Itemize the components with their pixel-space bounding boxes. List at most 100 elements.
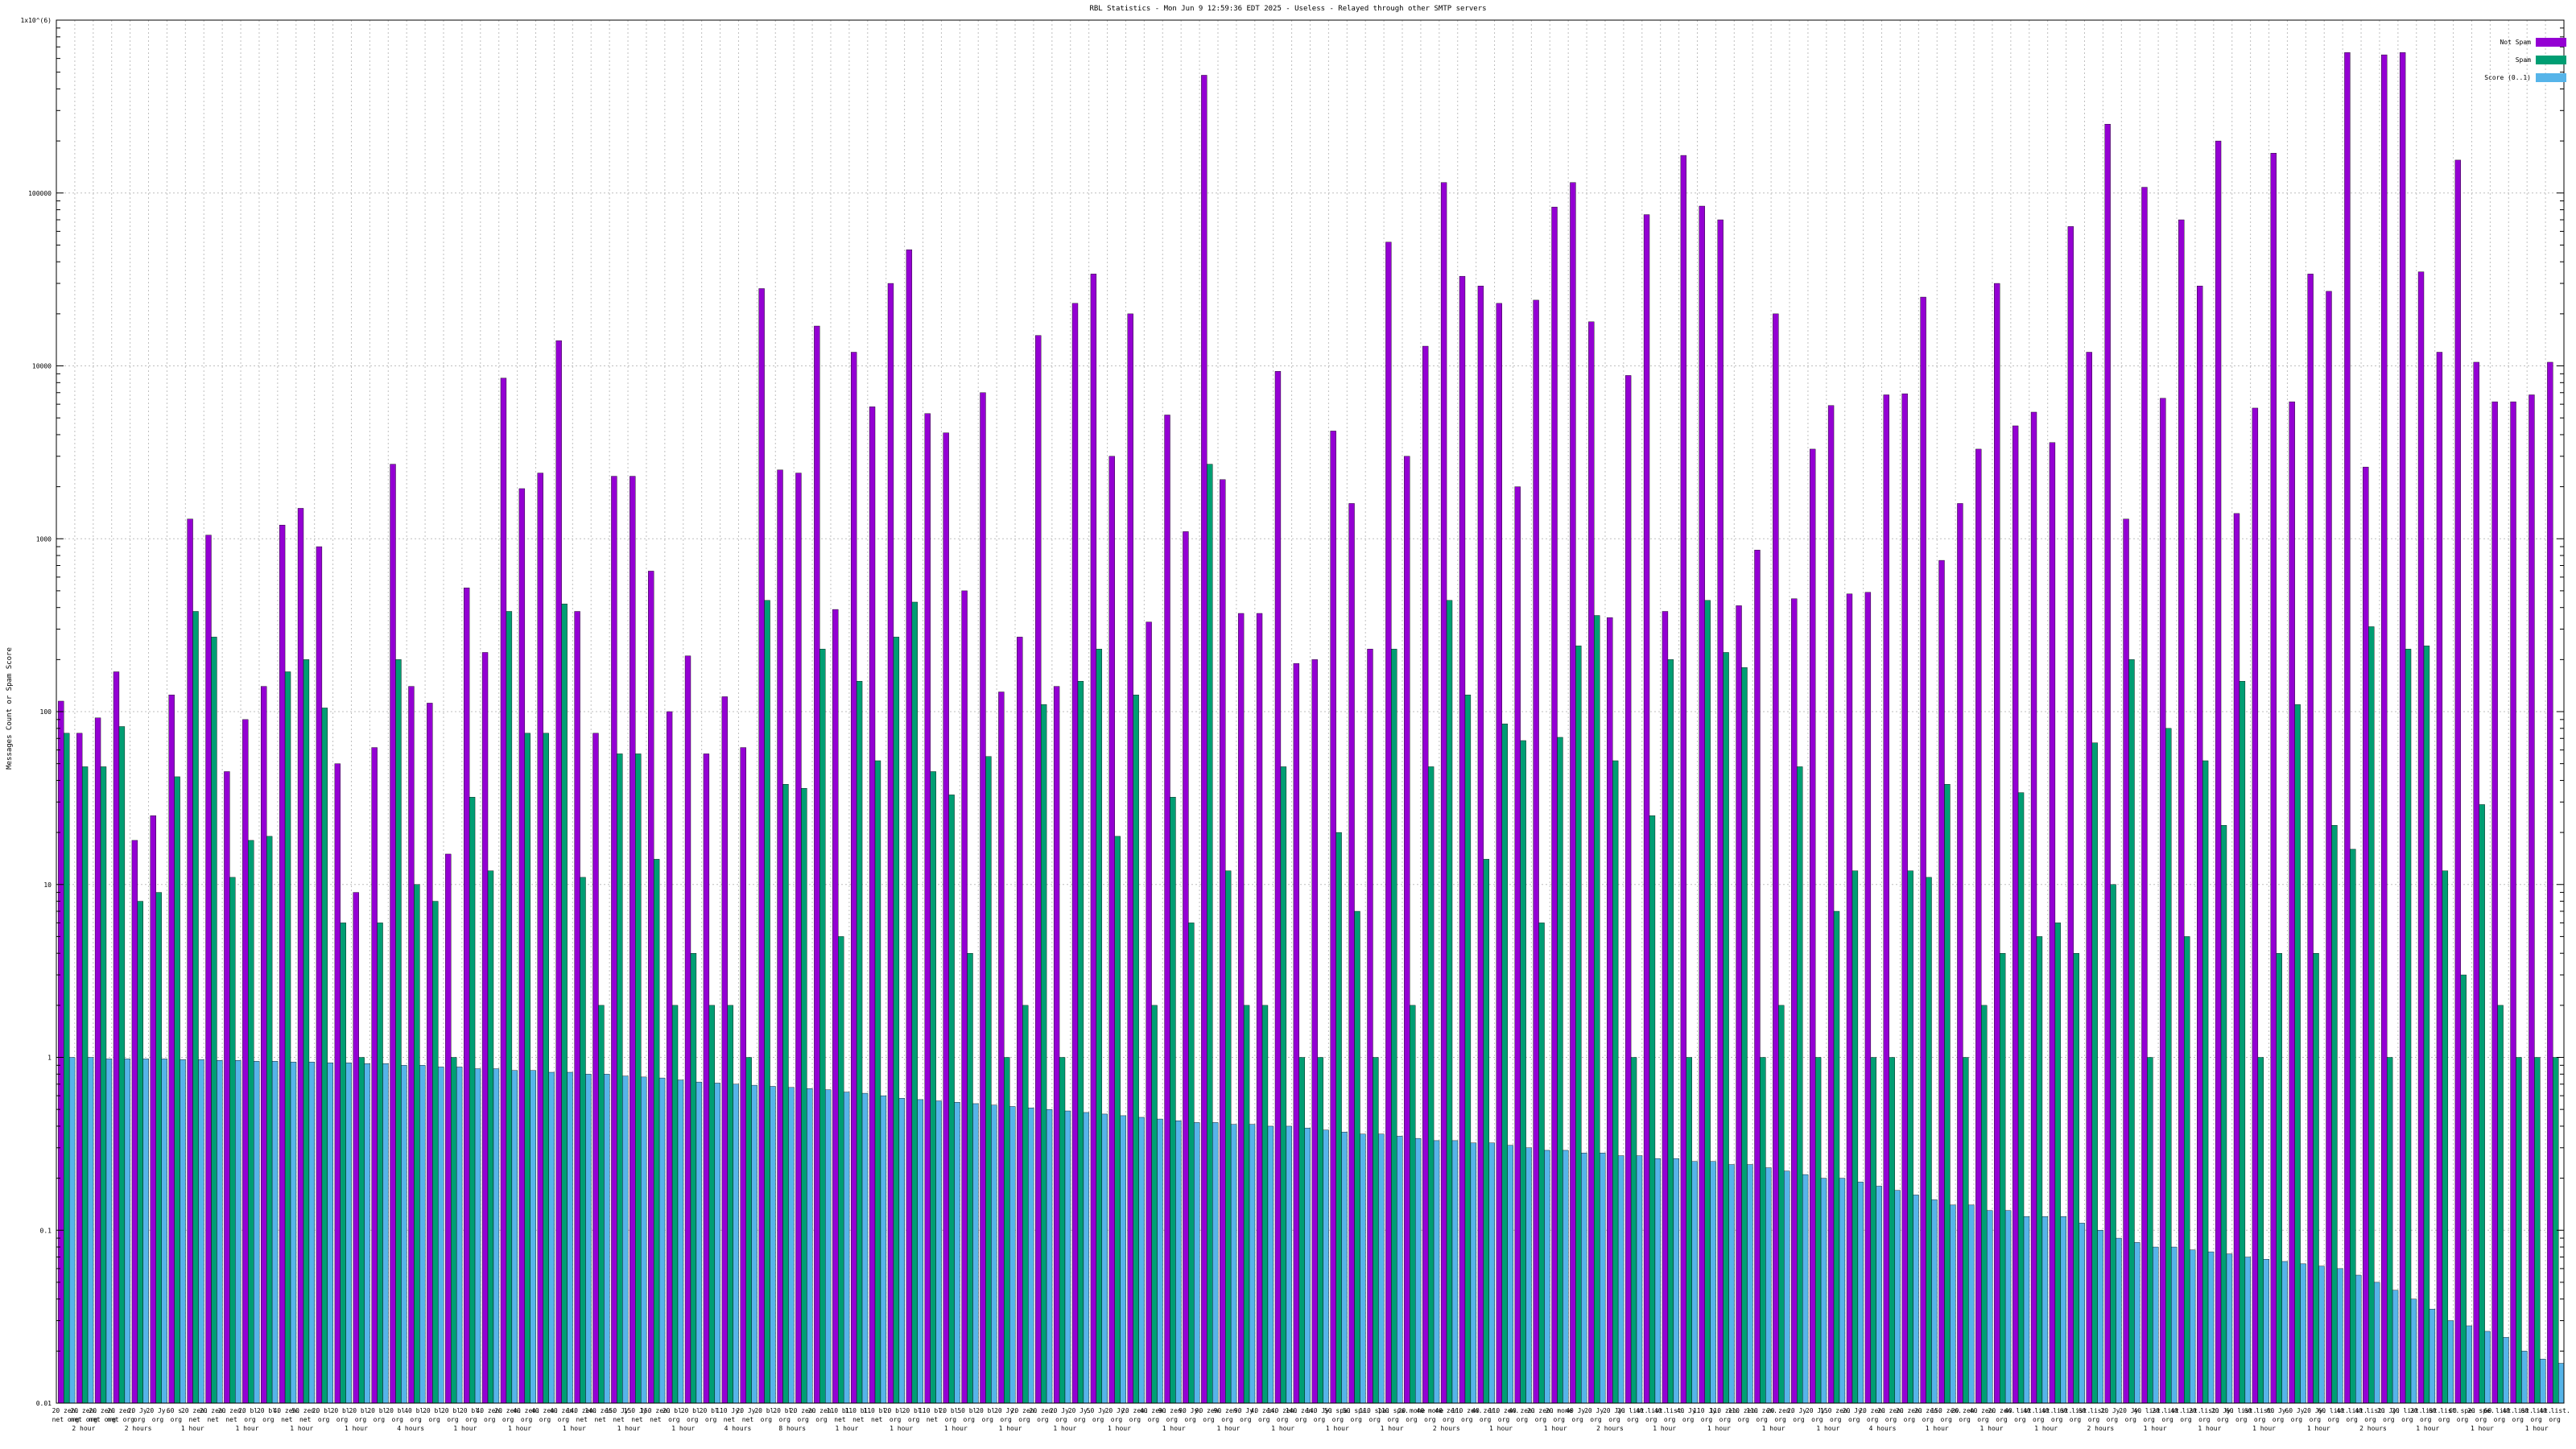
bar-not-spam xyxy=(297,508,304,1404)
bars xyxy=(58,52,2565,1404)
x-tick-label-domain: org xyxy=(1092,1416,1104,1423)
bar-not-spam xyxy=(574,611,580,1404)
bar-spam xyxy=(1575,646,1582,1404)
x-tick-label-domain: org xyxy=(1867,1416,1879,1423)
bar-spam xyxy=(1594,615,1600,1404)
x-group-label: 2 hours xyxy=(1596,1425,1624,1432)
bar-score xyxy=(548,1071,555,1404)
x-group-label: 2 hours xyxy=(2087,1425,2115,1432)
x-tick-label-domain: org xyxy=(668,1416,680,1423)
x-tick-label: 20 list. xyxy=(2189,1407,2220,1414)
x-tick-label: 20 Jy. xyxy=(1584,1407,1608,1414)
x-tick-label-domain: org xyxy=(1940,1416,1952,1423)
bar-not-spam xyxy=(131,840,138,1404)
x-tick-label: 20 Jy. xyxy=(1806,1407,1829,1414)
legend-swatch-score xyxy=(2536,73,2566,82)
bar-score xyxy=(474,1068,481,1404)
x-tick-label-domain: org xyxy=(705,1416,717,1423)
bar-not-spam xyxy=(611,476,617,1404)
bar-not-spam xyxy=(2086,352,2092,1404)
bar-spam xyxy=(2442,870,2449,1404)
x-tick-label: 40 list. xyxy=(1636,1407,1667,1414)
legend: Not Spam Spam Score (0..1) xyxy=(2484,38,2566,82)
bar-not-spam xyxy=(481,652,489,1404)
bar-score xyxy=(161,1059,167,1404)
x-tick-label-domain: org xyxy=(1701,1416,1713,1423)
bar-not-spam xyxy=(555,340,562,1404)
bar-not-spam xyxy=(1736,605,1742,1404)
bar-score xyxy=(1525,1147,1532,1404)
x-group-label: 2 hours xyxy=(1433,1425,1460,1432)
x-tick-label-domain: org xyxy=(1387,1416,1399,1423)
bar-not-spam xyxy=(390,464,396,1404)
bar-score xyxy=(1673,1158,1679,1404)
x-tick-label: 40 zen. xyxy=(1509,1407,1536,1414)
x-tick-label: 20 bl. xyxy=(700,1407,723,1414)
bar-spam xyxy=(432,901,439,1404)
x-tick-label: 140 zen. xyxy=(1267,1407,1298,1414)
bar-not-spam xyxy=(168,694,175,1404)
bar-not-spam xyxy=(998,691,1005,1404)
bar-score xyxy=(751,1084,758,1404)
bar-not-spam xyxy=(1791,598,1798,1404)
x-tick-label: 20 bl. xyxy=(367,1407,390,1414)
x-tick-label-domain: org xyxy=(447,1416,459,1423)
bar-not-spam xyxy=(887,283,894,1404)
bar-not-spam xyxy=(684,655,691,1404)
bar-not-spam xyxy=(2252,407,2259,1404)
x-tick-label: 150 zen. xyxy=(1930,1407,1962,1414)
x-tick-label-domain: org xyxy=(1148,1416,1160,1423)
x-tick-label: 20 zen. xyxy=(1030,1407,1057,1414)
x-tick-label: 60 s. xyxy=(167,1407,186,1414)
x-tick-label: 40 zen. xyxy=(1472,1407,1499,1414)
bar-score xyxy=(105,1059,113,1404)
bar-score xyxy=(308,1062,316,1404)
x-tick-label-domain: org xyxy=(1719,1416,1732,1423)
x-tick-label-domain: org xyxy=(2457,1416,2469,1423)
x-tick-label: 20 zen. xyxy=(1877,1407,1905,1414)
x-tick-label-domain: org xyxy=(1498,1416,1510,1423)
bar-spam xyxy=(377,923,383,1404)
bar-spam xyxy=(2073,953,2079,1404)
bar-not-spam xyxy=(2436,352,2443,1404)
x-tick-label-domain: org xyxy=(428,1416,440,1423)
bar-score xyxy=(1286,1125,1293,1404)
bar-not-spam xyxy=(2178,219,2185,1404)
bar-score xyxy=(1563,1150,1569,1404)
x-tick-label: 140 zen. xyxy=(1286,1407,1317,1414)
x-tick-label: 40 zen. xyxy=(1435,1407,1462,1414)
bar-not-spam xyxy=(2491,401,2498,1404)
bar-spam xyxy=(469,797,476,1404)
x-tick-label: 20 Jy. xyxy=(2211,1407,2235,1414)
bar-not-spam xyxy=(1293,663,1300,1404)
bar-spam xyxy=(118,726,126,1404)
legend-swatch-spam xyxy=(2536,56,2566,64)
bar-score xyxy=(2153,1246,2159,1404)
bar-not-spam xyxy=(205,535,212,1404)
bar-spam xyxy=(1261,1005,1269,1404)
x-tick-label-domain: org xyxy=(1904,1416,1916,1423)
bar-spam xyxy=(893,637,900,1404)
bar-not-spam xyxy=(1496,303,1502,1404)
bar-spam xyxy=(801,788,807,1404)
bar-spam xyxy=(1649,815,1656,1404)
x-tick-label-domain: org xyxy=(2180,1416,2192,1423)
bar-spam xyxy=(321,708,328,1404)
bar-not-spam xyxy=(113,671,120,1404)
x-tick-label-domain: org xyxy=(1517,1416,1529,1423)
x-group-label: 1 hour xyxy=(345,1425,368,1432)
x-tick-label: 90 zen. xyxy=(1195,1407,1223,1414)
x-tick-label: 90 Jy. xyxy=(1234,1407,1257,1414)
bar-not-spam xyxy=(758,288,765,1404)
bar-spam xyxy=(1391,649,1397,1404)
bar-score xyxy=(1507,1145,1513,1404)
bar-spam xyxy=(561,603,568,1404)
x-tick-label: 20 zen. xyxy=(1011,1407,1038,1414)
x-tick-label: 20 Jy. xyxy=(736,1407,759,1414)
bar-not-spam xyxy=(1108,456,1115,1404)
bar-spam xyxy=(2239,680,2246,1404)
bar-spam xyxy=(2054,923,2062,1404)
x-group-label: 4 hours xyxy=(1869,1425,1897,1432)
bar-score xyxy=(1691,1161,1698,1404)
x-tick-label-domain: org xyxy=(1166,1416,1178,1423)
